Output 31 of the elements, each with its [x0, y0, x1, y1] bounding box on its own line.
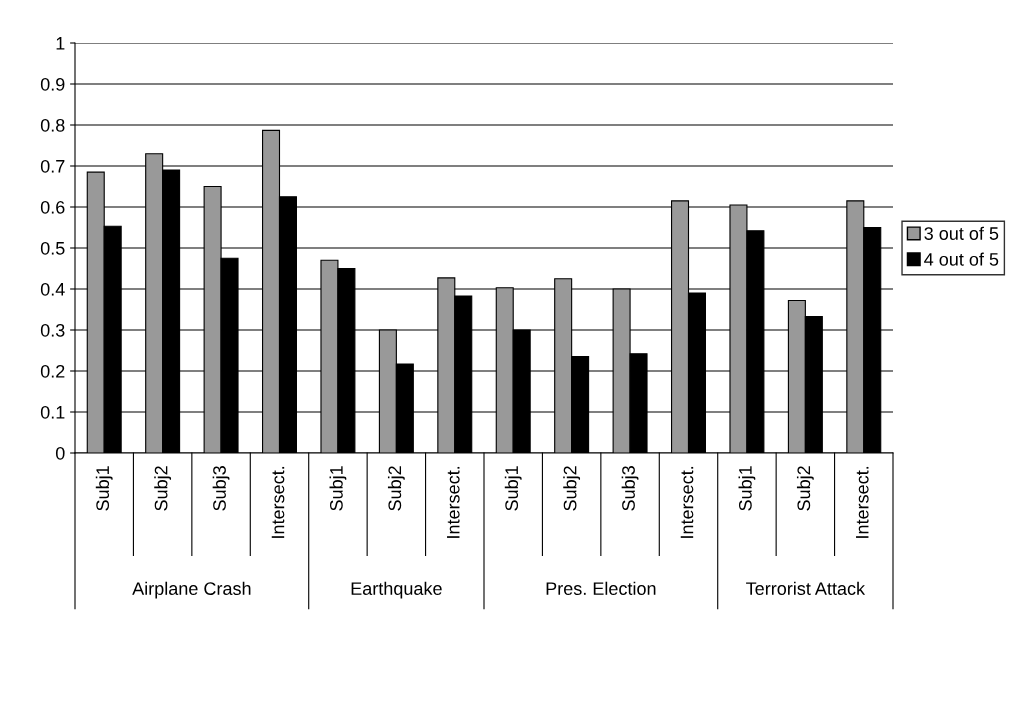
x-tick-label: Subj1 [738, 466, 756, 511]
x-tick-label: Subj2 [154, 466, 172, 511]
x-tick-label: Subj2 [387, 466, 405, 511]
x-tick-label: Subj1 [329, 466, 347, 511]
legend-label: 3 out of 5 [924, 226, 999, 240]
y-tick-label: 0.8 [40, 118, 65, 132]
x-tick-label: Subj2 [796, 466, 814, 511]
x-tick-label: Intersect. [856, 466, 869, 538]
y-tick-label: 0.4 [40, 282, 65, 296]
y-tick-label: 0.3 [40, 323, 65, 337]
y-tick-label: 1 [56, 37, 65, 50]
text: Airplane Crash [132, 581, 251, 599]
y-tick-label: 0.2 [40, 364, 65, 378]
y-tick-label: 0 [55, 446, 65, 460]
y-tick-label: 0.5 [40, 241, 65, 255]
text: Earthquake [351, 581, 442, 599]
legend-label: 4 out of 5 [924, 252, 999, 266]
x-tick-label: Subj1 [95, 466, 113, 511]
y-tick-label: 0.1 [40, 405, 65, 419]
y-tick-label: 0.9 [40, 77, 65, 91]
x-tick-label: Subj1 [504, 466, 522, 511]
y-tick-label: 0.7 [40, 159, 65, 173]
x-tick-label: Subj2 [563, 466, 581, 511]
text: Pres. Election [546, 581, 656, 595]
x-tick-label: Subj3 [212, 466, 230, 511]
x-tick-label: Intersect. [447, 466, 460, 538]
x-tick-label: Intersect. [271, 466, 285, 538]
x-tick-label: Subj3 [621, 466, 639, 511]
x-tick-label: Intersect. [680, 466, 694, 538]
y-tick-label: 0.6 [40, 200, 65, 214]
text: Terrorist Attack [746, 581, 866, 595]
